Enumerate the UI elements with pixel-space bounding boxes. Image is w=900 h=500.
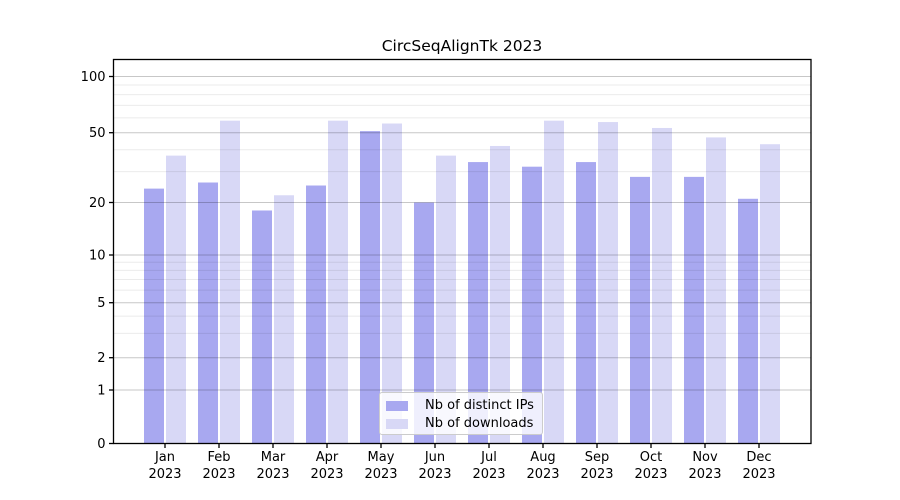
y-tick-label-20: 20 <box>89 196 106 211</box>
x-tick-label-year-sep: 2023 <box>580 467 613 482</box>
x-tick-label-year-feb: 2023 <box>202 467 235 482</box>
bar-distinct-ips-oct <box>630 176 650 444</box>
y-tick-label-10: 10 <box>89 249 106 264</box>
y-tick-label-5: 5 <box>97 296 105 311</box>
legend-swatch-downloads <box>386 418 408 429</box>
legend-label-distinct-ips: Nb of distinct IPs <box>425 398 534 413</box>
bar-downloads-aug <box>544 120 564 444</box>
bar-downloads-sep <box>598 122 618 444</box>
x-tick-label-month-mar: Mar <box>261 450 286 465</box>
x-tick-label-month-dec: Dec <box>746 450 771 465</box>
x-tick-label-month-jul: Jul <box>480 450 497 465</box>
y-tick-label-100: 100 <box>81 70 106 85</box>
bar-downloads-apr <box>328 120 348 444</box>
y-tick-label-2: 2 <box>97 351 105 366</box>
bar-downloads-jul <box>490 145 510 444</box>
x-tick-label-month-sep: Sep <box>585 450 610 465</box>
bar-downloads-mar <box>274 195 294 444</box>
x-tick-label-year-jul: 2023 <box>472 467 505 482</box>
bar-distinct-ips-apr <box>306 185 326 444</box>
legend: Nb of distinct IPs Nb of downloads <box>379 392 543 435</box>
legend-label-downloads: Nb of downloads <box>425 416 534 431</box>
bar-downloads-jan <box>166 155 186 444</box>
bar-distinct-ips-mar <box>252 210 272 444</box>
plot-border <box>112 58 812 445</box>
bar-downloads-oct <box>652 127 672 444</box>
x-tick-label-year-mar: 2023 <box>256 467 289 482</box>
bar-downloads-dec <box>760 144 780 444</box>
bar-distinct-ips-dec <box>738 198 758 444</box>
bar-downloads-may <box>382 123 402 444</box>
chart-title: CircSeqAlignTk 2023 <box>381 37 543 55</box>
x-tick-label-month-jan: Jan <box>154 450 175 465</box>
bar-distinct-ips-nov <box>684 176 704 444</box>
legend-swatch-distinct-ips <box>386 400 408 411</box>
x-tick-label-year-may: 2023 <box>364 467 397 482</box>
legend-item-downloads: Nb of downloads <box>386 415 542 432</box>
x-tick-label-month-oct: Oct <box>640 450 662 465</box>
legend-item-distinct-ips: Nb of distinct IPs <box>386 397 542 414</box>
x-tick-label-year-oct: 2023 <box>634 467 667 482</box>
y-tick-label-0: 0 <box>97 437 105 452</box>
y-tick-label-50: 50 <box>89 126 106 141</box>
bar-distinct-ips-sep <box>576 162 596 444</box>
x-tick-label-year-apr: 2023 <box>310 467 343 482</box>
bar-distinct-ips-jan <box>144 188 164 444</box>
x-tick-label-month-feb: Feb <box>207 450 230 465</box>
bar-downloads-jun <box>436 155 456 444</box>
x-tick-label-year-jun: 2023 <box>418 467 451 482</box>
x-tick-label-year-nov: 2023 <box>688 467 721 482</box>
bar-distinct-ips-may <box>360 131 380 444</box>
bar-downloads-nov <box>706 137 726 444</box>
x-tick-label-month-nov: Nov <box>692 450 718 465</box>
x-tick-label-year-jan: 2023 <box>148 467 181 482</box>
bar-distinct-ips-feb <box>198 182 218 444</box>
x-tick-label-month-may: May <box>368 450 395 465</box>
x-tick-label-month-apr: Apr <box>316 450 339 465</box>
bar-downloads-feb <box>220 120 240 444</box>
y-tick-label-1: 1 <box>97 384 105 399</box>
x-tick-label-month-aug: Aug <box>530 450 555 465</box>
bar-distinct-ips-jun <box>414 202 434 444</box>
x-tick-label-year-aug: 2023 <box>526 467 559 482</box>
x-tick-label-month-jun: Jun <box>424 450 445 465</box>
bar-distinct-ips-aug <box>522 166 542 444</box>
x-tick-label-year-dec: 2023 <box>742 467 775 482</box>
bar-distinct-ips-jul <box>468 162 488 444</box>
